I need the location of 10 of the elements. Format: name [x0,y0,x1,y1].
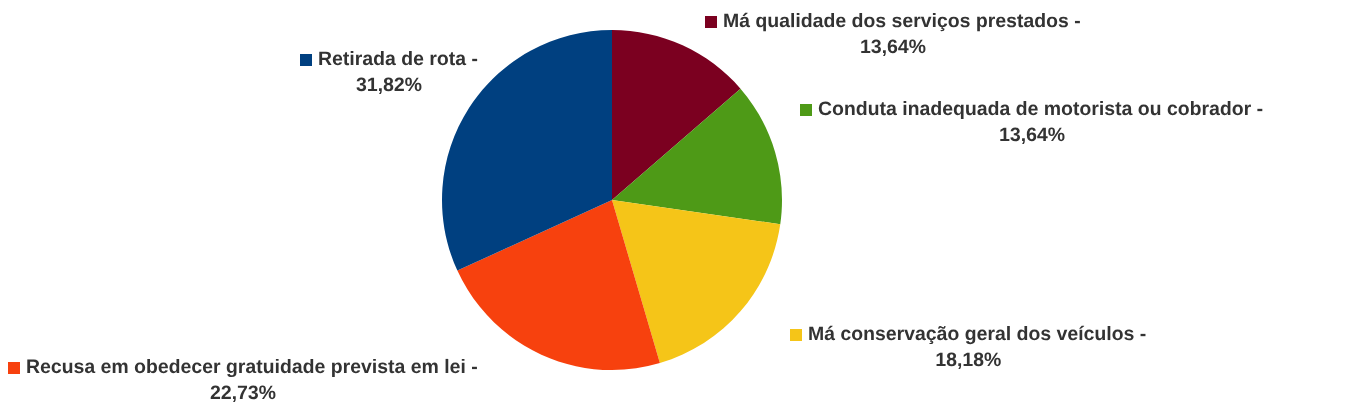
legend-label: Conduta inadequada de motorista ou cobrador - [818,100,1263,120]
legend-label: Retirada de rota - [319,50,478,66]
data-label: 13,64% [1000,127,1065,145]
data-label: 18,18% [936,352,1001,370]
legend-label: Má conservação geral dos veículos - [809,325,1146,345]
legend-label: Recusa em obedecer gratuidade prevista em lei - [27,358,477,378]
legend-label: Má qualidade dos serviços prestados - [724,12,1080,32]
data-label: 13,64% [861,39,926,57]
data-label: 31,82% [356,77,422,95]
data-label: 22,73% [210,385,276,403]
